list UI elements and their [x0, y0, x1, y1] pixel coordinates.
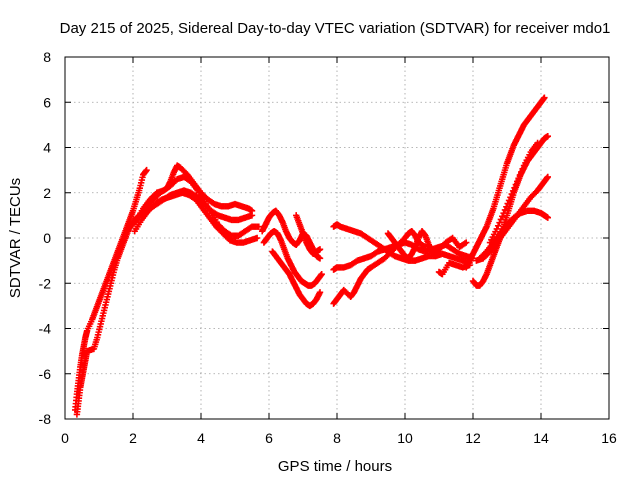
- y-tick-label: 8: [43, 49, 51, 65]
- x-tick-label: 6: [265, 430, 273, 446]
- y-tick-label: 0: [43, 230, 51, 246]
- y-tick-label: 4: [43, 140, 51, 156]
- axes-layer: 0 2 4 6 8 10 12 14 16 -8 -6 -4 -2 0 2 4 6 8: [39, 49, 617, 446]
- y-tick-label: -8: [39, 411, 52, 427]
- data-point-marker: [316, 289, 324, 296]
- y-tick-label: -6: [39, 366, 52, 382]
- data-point-marker: [541, 94, 548, 101]
- data-point-marker: [316, 246, 324, 253]
- y-axis-label: SDTVAR / TECUs: [7, 178, 24, 298]
- x-axis-label: GPS time / hours: [278, 458, 392, 475]
- data-point-marker: [248, 207, 256, 215]
- y-tick-label: 2: [43, 185, 51, 201]
- data-point-marker: [499, 213, 506, 220]
- data-point-marker: [255, 223, 262, 230]
- y-tick-label: 6: [43, 94, 51, 110]
- data-point-marker: [544, 214, 551, 221]
- x-tick-label: 0: [61, 430, 69, 446]
- chart-title: Day 215 of 2025, Sidereal Day-to-day VTE…: [60, 20, 611, 37]
- x-tick-label: 2: [129, 430, 137, 446]
- x-tick-label: 14: [533, 430, 549, 446]
- data-point-marker: [316, 255, 324, 262]
- grid-layer: [65, 57, 609, 419]
- x-tick-label: 12: [465, 430, 481, 446]
- data-point-marker: [253, 234, 261, 242]
- data-points-layer: [72, 94, 551, 418]
- data-point-marker: [544, 132, 551, 140]
- data-point-marker: [143, 166, 150, 174]
- x-tick-label: 16: [601, 430, 617, 446]
- data-point-marker: [534, 139, 541, 147]
- x-tick-label: 8: [333, 430, 341, 446]
- y-tick-label: -2: [39, 275, 52, 291]
- y-tick-label: -4: [39, 321, 52, 337]
- data-point-marker: [494, 222, 502, 229]
- x-tick-label: 4: [197, 430, 205, 446]
- x-tick-label: 10: [397, 430, 413, 446]
- data-point-marker: [463, 239, 470, 246]
- data-point-marker: [544, 173, 551, 181]
- data-point-marker: [318, 271, 325, 278]
